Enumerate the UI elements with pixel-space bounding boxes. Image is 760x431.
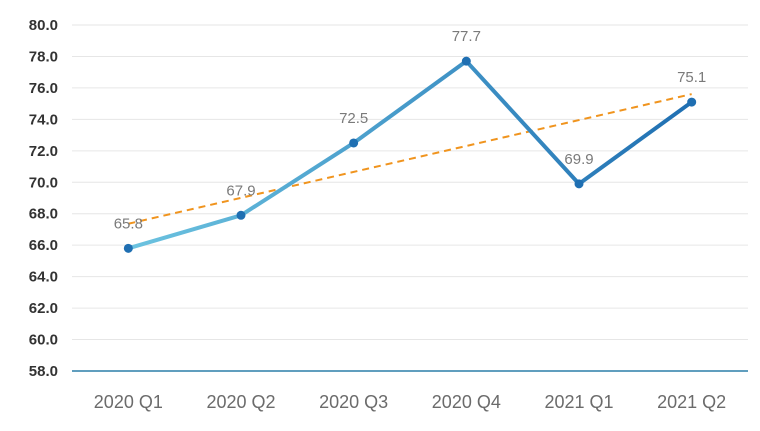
y-tick-label: 60.0 [29,332,58,349]
data-label: 67.9 [226,182,255,199]
y-tick-label: 80.0 [29,17,58,34]
data-labels: 65.8 67.9 72.5 77.7 69.9 75.1 [114,28,707,232]
y-tick-label: 64.0 [29,269,58,286]
data-label: 65.8 [114,215,143,232]
data-label: 77.7 [452,28,481,45]
data-point [236,210,246,220]
data-label: 72.5 [339,110,368,127]
y-tick-label: 74.0 [29,111,58,128]
data-point [574,179,584,189]
data-point [349,138,359,148]
x-tick-label: 2020 Q4 [432,392,501,412]
x-tick-label: 2021 Q1 [544,392,613,412]
data-label: 69.9 [564,151,593,168]
data-point [123,243,133,253]
x-tick-label: 2020 Q3 [319,392,388,412]
data-label: 75.1 [677,69,706,86]
x-axis: 2020 Q1 2020 Q2 2020 Q3 2020 Q4 2021 Q1 2021 … [72,370,748,412]
y-tick-label: 66.0 [29,237,58,254]
series-group [123,56,697,253]
x-tick-label: 2020 Q2 [206,392,275,412]
data-point [461,56,471,66]
y-tick-label: 70.0 [29,174,58,191]
gridlines [72,24,748,341]
y-axis: 58.0 60.0 62.0 64.0 66.0 68.0 70.0 72.0 74.0 76.0… [29,17,58,380]
trendline [128,93,692,225]
y-tick-label: 68.0 [29,206,58,223]
trendline-group [128,93,692,225]
y-tick-label: 62.0 [29,300,58,317]
y-tick-label: 58.0 [29,363,58,380]
series-line [126,59,694,251]
x-tick-label: 2020 Q1 [94,392,163,412]
y-tick-label: 76.0 [29,80,58,97]
x-tick-label: 2021 Q2 [657,392,726,412]
y-tick-label: 78.0 [29,48,58,65]
y-tick-label: 72.0 [29,143,58,160]
data-point [687,97,697,107]
